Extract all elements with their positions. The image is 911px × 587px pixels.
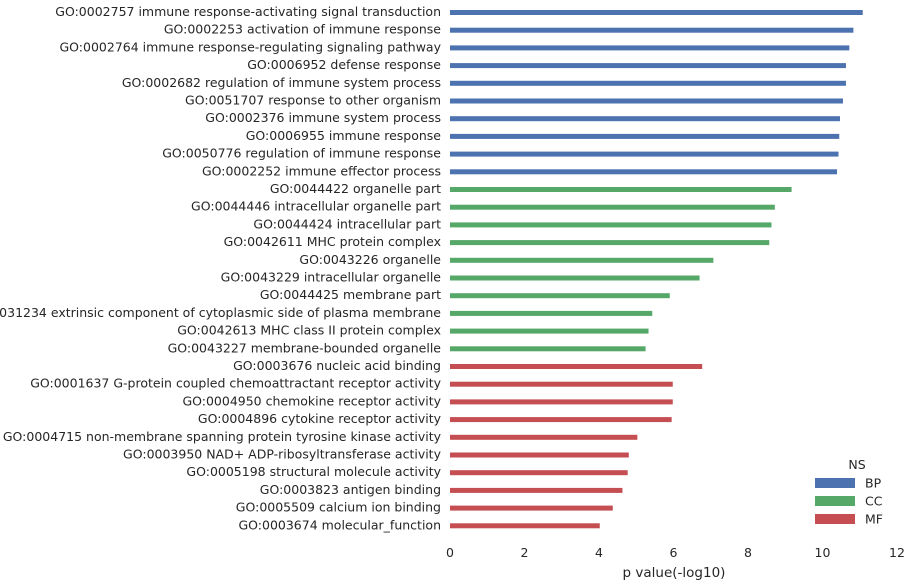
legend: NS BP CC MF xyxy=(815,457,883,527)
bar-mf-28 xyxy=(450,487,623,493)
bar-mf-22 xyxy=(450,381,673,387)
x-axis-title: p value(-log10) xyxy=(623,565,726,581)
bar-bp-4 xyxy=(450,63,846,69)
legend-swatch-bp xyxy=(815,478,855,488)
category-label: GO:0044446 intracellular organelle part xyxy=(191,199,441,214)
category-labels: GO:0002757 immune response-activating si… xyxy=(0,4,442,532)
bar-mf-24 xyxy=(450,417,672,423)
category-label: GO:0043229 intracellular organelle xyxy=(221,270,442,285)
legend-title: NS xyxy=(848,457,865,472)
category-label: GO:0044422 organelle part xyxy=(270,181,441,196)
bar-mf-23 xyxy=(450,399,673,405)
legend-label-cc: CC xyxy=(865,494,883,509)
bar-mf-29 xyxy=(450,505,613,511)
bar-bp-10 xyxy=(450,169,838,175)
bar-cc-18 xyxy=(450,310,653,316)
category-label: GO:0001637 G-protein coupled chemoattrac… xyxy=(30,376,441,391)
x-axis: 0 2 4 6 8 10 12 p value(-log10) xyxy=(446,545,905,581)
category-label: GO:0031234 extrinsic component of cytopl… xyxy=(0,305,441,320)
x-tick-label: 0 xyxy=(446,545,454,560)
bar-bp-8 xyxy=(450,133,840,139)
x-tick-labels: 0 2 4 6 8 10 12 xyxy=(446,545,905,560)
legend-label-bp: BP xyxy=(865,476,882,491)
category-label: GO:0003674 molecular_function xyxy=(238,517,441,532)
category-label: GO:0006952 defense response xyxy=(247,57,441,72)
category-label: GO:0002252 immune effector process xyxy=(202,163,441,178)
category-label: GO:0042611 MHC protein complex xyxy=(224,234,441,249)
bar-cc-19 xyxy=(450,328,649,334)
bar-cc-14 xyxy=(450,240,770,246)
bar-bp-5 xyxy=(450,80,846,86)
bar-bp-6 xyxy=(450,98,843,104)
bar-cc-15 xyxy=(450,257,714,263)
bar-mf-21 xyxy=(450,364,703,369)
x-tick-label: 8 xyxy=(744,545,752,560)
category-label: GO:0005198 structural molecule activity xyxy=(186,464,441,479)
x-tick-label: 6 xyxy=(670,545,678,560)
bar-cc-12 xyxy=(450,204,775,210)
bar-bp-7 xyxy=(450,116,841,122)
bar-bp-3 xyxy=(450,45,850,51)
category-label: GO:0044425 membrane part xyxy=(260,287,441,302)
category-label: GO:0006955 immune response xyxy=(246,128,442,143)
bar-cc-20 xyxy=(450,346,646,352)
legend-label-mf: MF xyxy=(865,512,883,527)
legend-swatch-mf xyxy=(815,514,855,524)
category-label: GO:0051707 response to other organism xyxy=(185,93,441,108)
x-tick-label: 4 xyxy=(595,545,603,560)
category-label: GO:0004715 non-membrane spanning protein… xyxy=(3,429,442,444)
x-tick-label: 10 xyxy=(815,545,831,560)
category-label: GO:0002757 immune response-activating si… xyxy=(55,4,441,19)
legend-entries: BP CC MF xyxy=(815,476,883,527)
category-label: GO:0042613 MHC class II protein complex xyxy=(177,323,441,338)
category-label: GO:0044424 intracellular part xyxy=(253,216,441,231)
category-label: GO:0043226 organelle xyxy=(299,252,441,267)
bar-cc-11 xyxy=(450,187,792,192)
category-label: GO:0002764 immune response-regulating si… xyxy=(59,39,441,54)
bars-layer xyxy=(450,10,863,529)
x-tick-label: 2 xyxy=(521,545,529,560)
bar-bp-1 xyxy=(450,10,863,15)
bar-mf-25 xyxy=(450,434,638,440)
bar-mf-27 xyxy=(450,470,628,476)
bar-cc-16 xyxy=(450,275,700,281)
bar-mf-26 xyxy=(450,452,629,458)
bar-bp-2 xyxy=(450,27,854,33)
category-label: GO:0004896 cytokine receptor activity xyxy=(198,411,442,426)
category-label: GO:0005509 calcium ion binding xyxy=(236,500,441,515)
category-label: GO:0002376 immune system process xyxy=(205,110,441,125)
category-label: GO:0003950 NAD+ ADP-ribosyltransferase a… xyxy=(123,447,442,462)
category-label: GO:0002682 regulation of immune system p… xyxy=(122,75,441,90)
category-label: GO:0003676 nucleic acid binding xyxy=(233,358,441,373)
bar-bp-9 xyxy=(450,151,839,157)
category-label: GO:0002253 activation of immune response xyxy=(164,22,441,37)
bar-cc-17 xyxy=(450,293,670,299)
bar-cc-13 xyxy=(450,222,772,228)
category-label: GO:0004950 chemokine receptor activity xyxy=(182,393,441,408)
x-tick-label: 12 xyxy=(889,545,905,560)
legend-swatch-cc xyxy=(815,496,855,506)
bar-mf-30 xyxy=(450,523,600,529)
category-label: GO:0043227 membrane-bounded organelle xyxy=(168,340,442,355)
category-label: GO:0003823 antigen binding xyxy=(260,482,441,497)
category-label: GO:0050776 regulation of immune response xyxy=(162,146,441,161)
